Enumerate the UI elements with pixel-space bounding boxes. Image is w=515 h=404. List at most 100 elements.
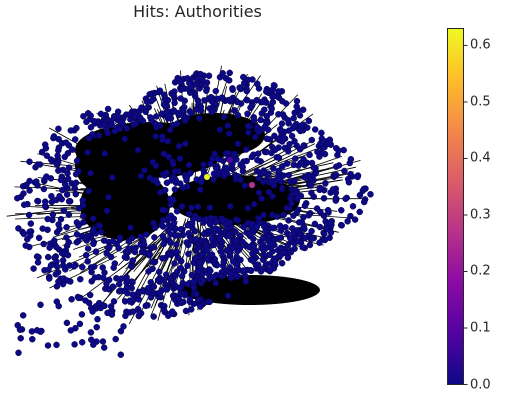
graph-node	[15, 225, 22, 232]
graph-node	[332, 163, 340, 170]
graph-node	[243, 87, 251, 95]
graph-node	[250, 114, 258, 121]
graph-node	[59, 262, 67, 269]
graph-node	[255, 189, 263, 196]
graph-node	[306, 151, 313, 159]
graph-node	[290, 114, 297, 122]
graph-node	[44, 226, 51, 234]
graph-node	[197, 107, 205, 115]
graph-node	[56, 192, 63, 200]
graph-node	[324, 206, 332, 214]
graph-node	[122, 312, 129, 320]
graph-node	[90, 117, 98, 125]
graph-node	[22, 242, 29, 249]
graph-node	[308, 136, 316, 144]
graph-node	[48, 198, 56, 206]
graph-node	[183, 174, 191, 181]
graph-node	[185, 250, 192, 258]
graph-node	[159, 255, 166, 262]
graph-node	[17, 335, 24, 342]
graph-edge	[157, 108, 176, 159]
graph-node	[239, 238, 246, 246]
graph-node	[20, 230, 28, 238]
highlighted-nodes	[203, 156, 256, 189]
graph-node	[150, 219, 157, 227]
graph-node	[26, 158, 33, 165]
graph-edge	[126, 122, 158, 159]
graph-node	[65, 164, 73, 171]
graph-node	[177, 225, 185, 233]
graph-node	[258, 195, 265, 202]
graph-node	[136, 309, 143, 317]
graph-node	[135, 296, 143, 303]
graph-node	[279, 184, 286, 192]
colorbar-gradient	[447, 28, 464, 385]
graph-node	[218, 272, 225, 280]
graph-edge	[203, 116, 223, 167]
graph-edge	[156, 85, 180, 160]
graph-node	[88, 336, 95, 344]
graph-edge	[175, 132, 183, 169]
graph-node	[266, 266, 273, 274]
graph-node	[176, 284, 183, 292]
graph-edge	[79, 211, 138, 219]
graph-node	[287, 248, 295, 256]
graph-node	[250, 200, 258, 208]
graph-node	[207, 267, 214, 275]
graph-node	[342, 195, 349, 203]
graph-node	[225, 130, 233, 137]
graph-node	[30, 265, 37, 272]
graph-node	[234, 112, 242, 119]
graph-node	[77, 275, 84, 283]
graph-node	[150, 283, 158, 290]
graph-node	[14, 194, 21, 202]
graph-node	[292, 155, 299, 162]
graph-edge	[203, 117, 209, 166]
graph-node	[53, 263, 61, 270]
graph-node	[277, 178, 285, 185]
graph-node	[64, 175, 72, 183]
graph-node	[107, 303, 115, 310]
graph-node	[15, 349, 22, 357]
graph-node	[269, 193, 276, 200]
graph-node	[43, 152, 51, 159]
graph-node	[196, 259, 203, 266]
graph-node	[225, 230, 233, 238]
graph-node	[187, 306, 195, 313]
graph-node	[212, 164, 220, 172]
graph-node	[347, 212, 354, 220]
graph-node	[250, 257, 257, 265]
graph-node	[275, 144, 282, 151]
graph-node	[173, 120, 181, 127]
graph-node	[164, 312, 172, 320]
graph-node	[320, 195, 328, 202]
graph-node	[279, 163, 286, 170]
graph-node	[57, 215, 65, 223]
graph-node	[305, 117, 313, 125]
graph-node	[102, 111, 109, 119]
graph-node	[125, 238, 133, 245]
graph-node	[78, 339, 86, 346]
graph-node	[145, 268, 152, 275]
graph-node	[316, 223, 324, 231]
graph-edge	[96, 163, 139, 181]
graph-node	[216, 126, 224, 133]
colorbar-tick-label: 0.1	[470, 320, 491, 336]
graph-node	[227, 270, 235, 278]
graph-node	[233, 253, 240, 261]
graph-node	[171, 226, 179, 233]
graph-node	[156, 189, 164, 196]
graph-edge	[213, 99, 224, 153]
graph-node	[171, 168, 178, 175]
graph-node	[203, 87, 210, 95]
graph-node	[163, 169, 170, 176]
graph-node	[296, 146, 304, 153]
graph-node	[101, 302, 108, 310]
graph-node	[277, 244, 285, 252]
graph-node	[87, 169, 94, 177]
graph-node	[308, 189, 315, 197]
graph-node	[262, 227, 269, 235]
graph-node	[67, 127, 75, 134]
graph-node	[110, 298, 118, 305]
graph-node	[137, 172, 145, 180]
